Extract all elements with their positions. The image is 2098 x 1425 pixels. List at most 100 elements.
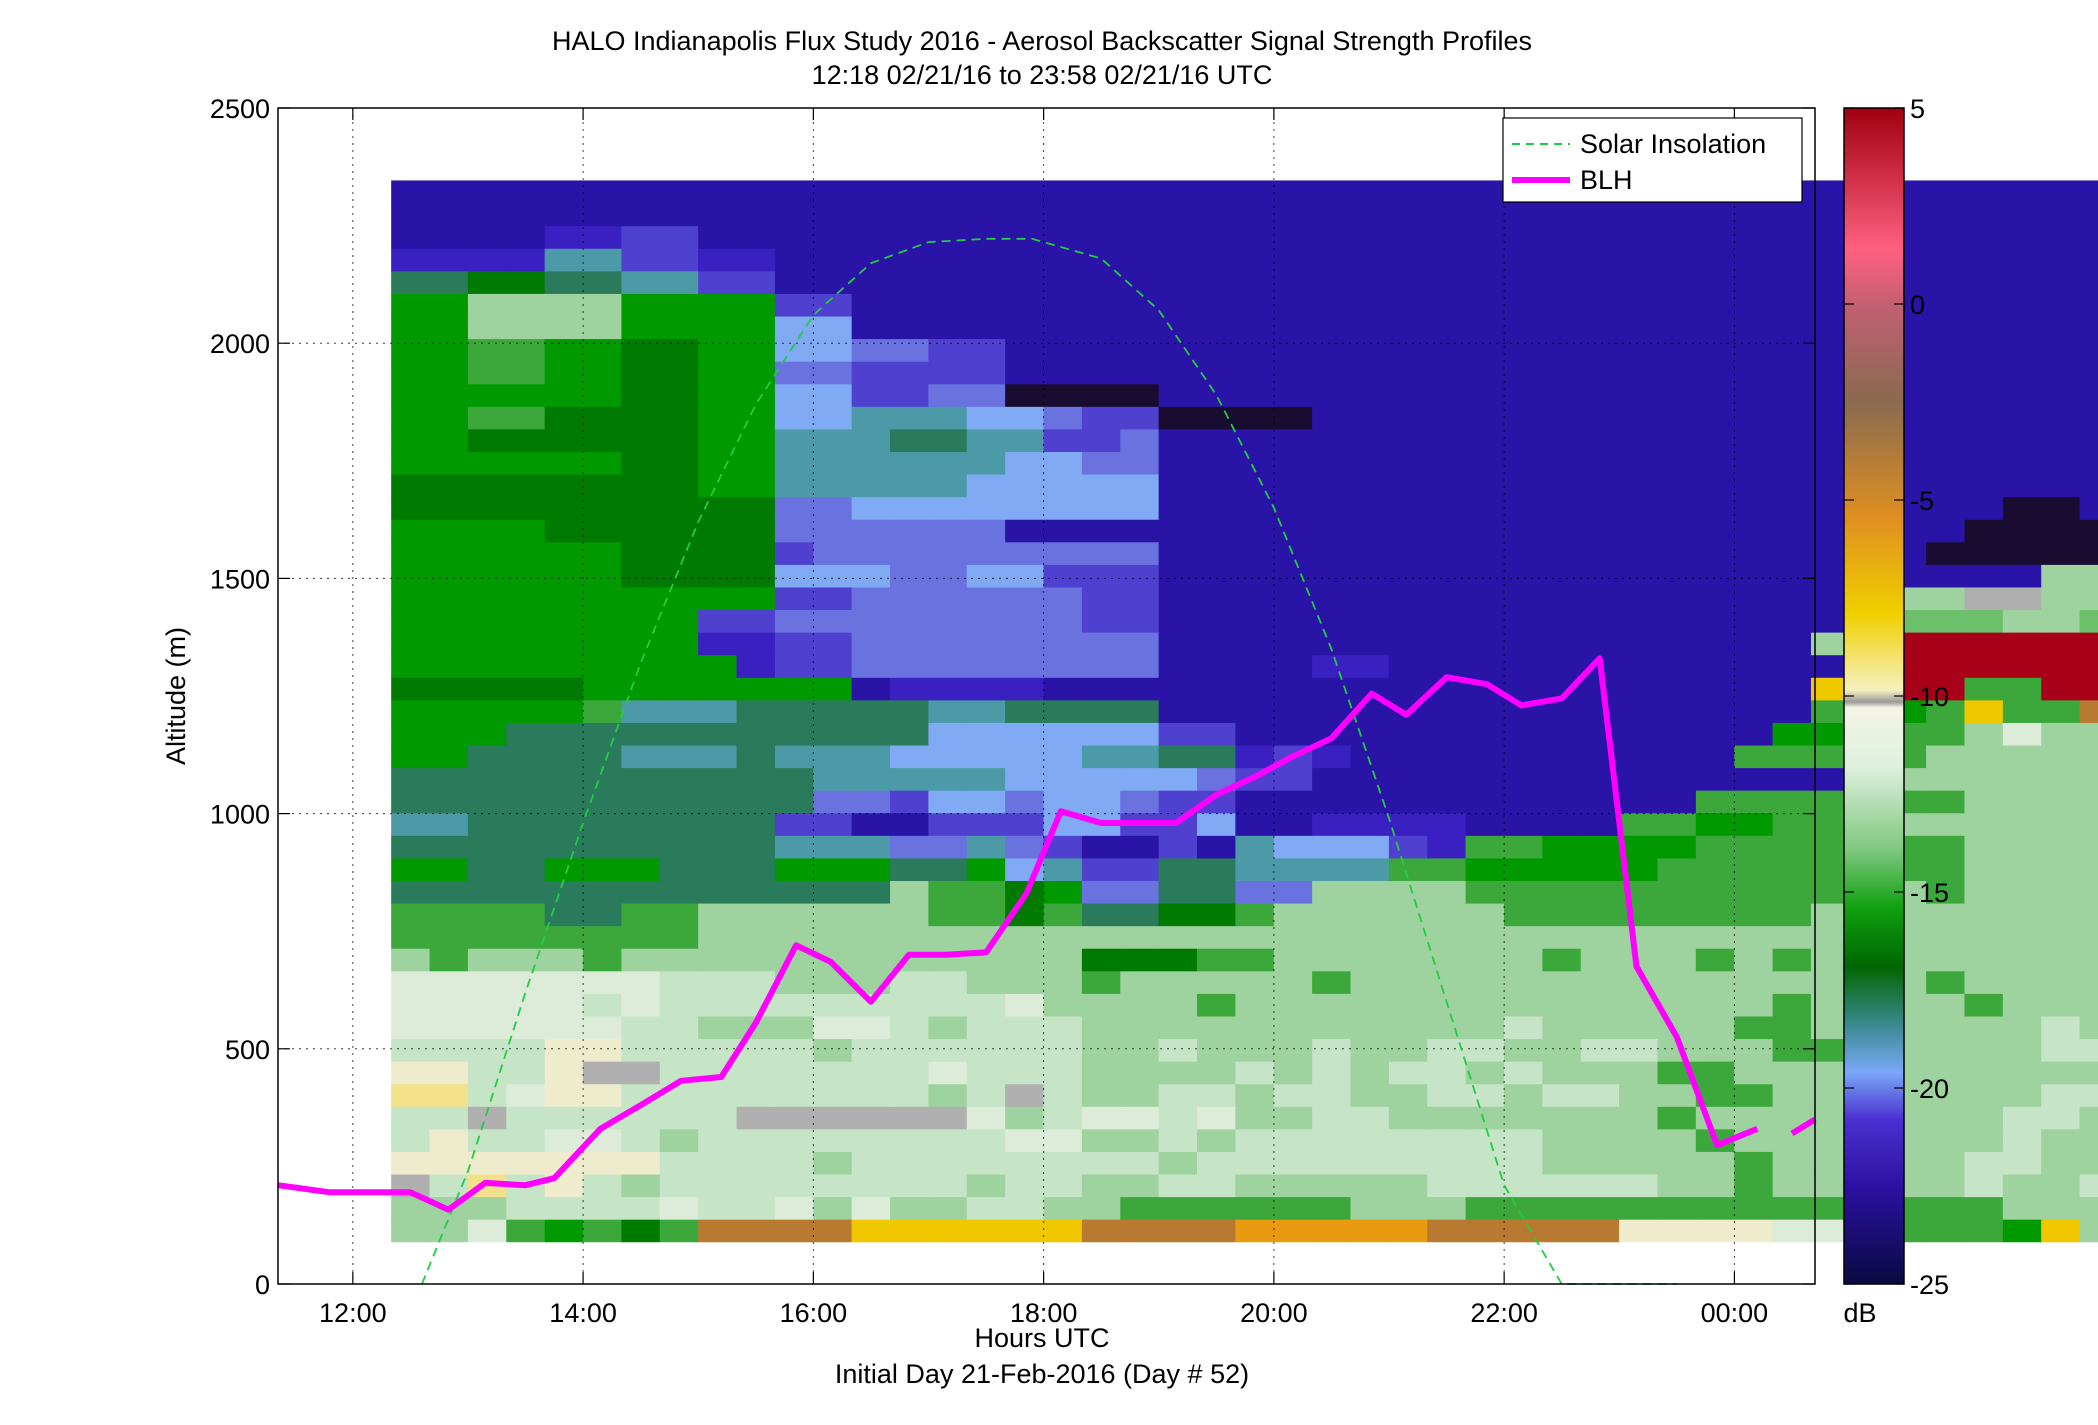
- heatmap-cell: [621, 1219, 661, 1243]
- heatmap-cell: [1926, 406, 1966, 430]
- heatmap-cell: [1695, 1083, 1735, 1107]
- heatmap-cell: [1465, 1219, 1505, 1243]
- heatmap-cell: [890, 428, 929, 452]
- heatmap-cell: [1350, 880, 1390, 904]
- heatmap-cell: [698, 248, 738, 272]
- heatmap-cell: [736, 970, 776, 994]
- heatmap-cell: [1964, 270, 2004, 294]
- heatmap-cell: [1772, 677, 1812, 701]
- heatmap-cell: [429, 1151, 469, 1175]
- heatmap-cell: [2079, 248, 2098, 272]
- heatmap-cell: [1580, 857, 1620, 881]
- heatmap-cell: [966, 1061, 1006, 1085]
- heatmap-cell: [1772, 1106, 1812, 1130]
- heatmap-cell: [1580, 270, 1620, 294]
- heatmap-cell: [928, 496, 968, 520]
- heatmap-cell: [1926, 315, 1966, 340]
- heatmap-cell: [1810, 428, 1850, 452]
- heatmap-cell: [391, 993, 431, 1017]
- heatmap-cell: [1772, 1219, 1812, 1243]
- heatmap-cell: [1504, 767, 1543, 791]
- heatmap-cell: [1580, 496, 1620, 520]
- heatmap-cell: [659, 1196, 699, 1220]
- heatmap-cell: [1810, 383, 1850, 407]
- heatmap-cell: [391, 767, 431, 791]
- heatmap-cell: [2041, 225, 2081, 249]
- heatmap-cell: [506, 790, 546, 814]
- heatmap-cell: [1810, 925, 1850, 949]
- heatmap-cell: [1043, 857, 1083, 881]
- heatmap-cell: [1427, 857, 1467, 881]
- heatmap-cell: [1388, 790, 1428, 814]
- heatmap-cell: [1657, 361, 1697, 385]
- heatmap-cell: [429, 248, 469, 272]
- heatmap-cell: [1504, 586, 1543, 611]
- heatmap-cell: [1964, 406, 2004, 430]
- colorbar-tick-label: 0: [1910, 290, 1925, 320]
- heatmap-cell: [1465, 925, 1505, 949]
- heatmap-cell: [1312, 767, 1352, 791]
- heatmap-cell: [851, 564, 891, 588]
- heatmap-cell: [1427, 180, 1467, 204]
- heatmap-cell: [544, 970, 584, 994]
- heatmap-cell: [1043, 790, 1083, 814]
- heatmap-cell: [1695, 270, 1735, 294]
- heatmap-cell: [659, 586, 699, 611]
- heatmap-cell: [2079, 586, 2098, 611]
- heatmap-cell: [1810, 293, 1850, 317]
- heatmap-cell: [1043, 948, 1083, 972]
- heatmap-cell: [1772, 1128, 1812, 1152]
- heatmap-cell: [1810, 902, 1850, 927]
- heatmap-cell: [1005, 1151, 1045, 1175]
- heatmap-cell: [851, 338, 891, 362]
- heatmap-cell: [621, 564, 661, 588]
- x-tick-label: 20:00: [1240, 1298, 1308, 1328]
- heatmap-cell: [1388, 361, 1428, 385]
- heatmap-cell: [1926, 1106, 1966, 1130]
- heatmap-cell: [1158, 790, 1198, 814]
- heatmap-cell: [621, 1196, 661, 1220]
- heatmap-cell: [1043, 925, 1083, 949]
- heatmap-cell: [774, 1038, 814, 1062]
- heatmap-cell: [1427, 609, 1467, 633]
- heatmap-cell: [1158, 677, 1198, 701]
- heatmap-cell: [621, 1061, 661, 1085]
- heatmap-cell: [1465, 835, 1505, 859]
- heatmap-cell: [1734, 519, 1774, 543]
- heatmap-cell: [583, 790, 623, 814]
- heatmap-cell: [1772, 790, 1812, 814]
- heatmap-cell: [1427, 1128, 1467, 1152]
- heatmap-cell: [1772, 699, 1812, 723]
- heatmap-cell: [1580, 925, 1620, 949]
- heatmap-cell: [1197, 1173, 1236, 1198]
- heatmap-cell: [1619, 609, 1659, 633]
- heatmap-cell: [1197, 1015, 1236, 1040]
- heatmap-cell: [1312, 1219, 1352, 1243]
- heatmap-cell: [429, 767, 469, 791]
- heatmap-cell: [851, 315, 891, 340]
- heatmap-cell: [1695, 677, 1735, 701]
- heatmap-cell: [1580, 1151, 1620, 1175]
- heatmap-cell: [1081, 361, 1121, 385]
- heatmap-cell: [621, 496, 661, 520]
- heatmap-cell: [1312, 383, 1352, 407]
- heatmap-cell: [2041, 835, 2081, 859]
- heatmap-cell: [1657, 1106, 1697, 1130]
- heatmap-cell: [1388, 744, 1428, 769]
- heatmap-cell: [1926, 293, 1966, 317]
- heatmap-cell: [736, 948, 776, 972]
- heatmap-cell: [1657, 993, 1697, 1017]
- heatmap-cell: [544, 270, 584, 294]
- heatmap-cell: [506, 993, 546, 1017]
- heatmap-cell: [2002, 564, 2042, 588]
- heatmap-cell: [1350, 383, 1390, 407]
- heatmap-cell: [2041, 180, 2081, 204]
- heatmap-cell: [1542, 767, 1582, 791]
- heatmap-cell: [1926, 902, 1966, 927]
- heatmap-cell: [659, 541, 699, 565]
- heatmap-cell: [1465, 361, 1505, 385]
- heatmap-cell: [2002, 857, 2042, 881]
- heatmap-cell: [813, 315, 853, 340]
- heatmap-cell: [1388, 519, 1428, 543]
- heatmap-cell: [2002, 1173, 2042, 1198]
